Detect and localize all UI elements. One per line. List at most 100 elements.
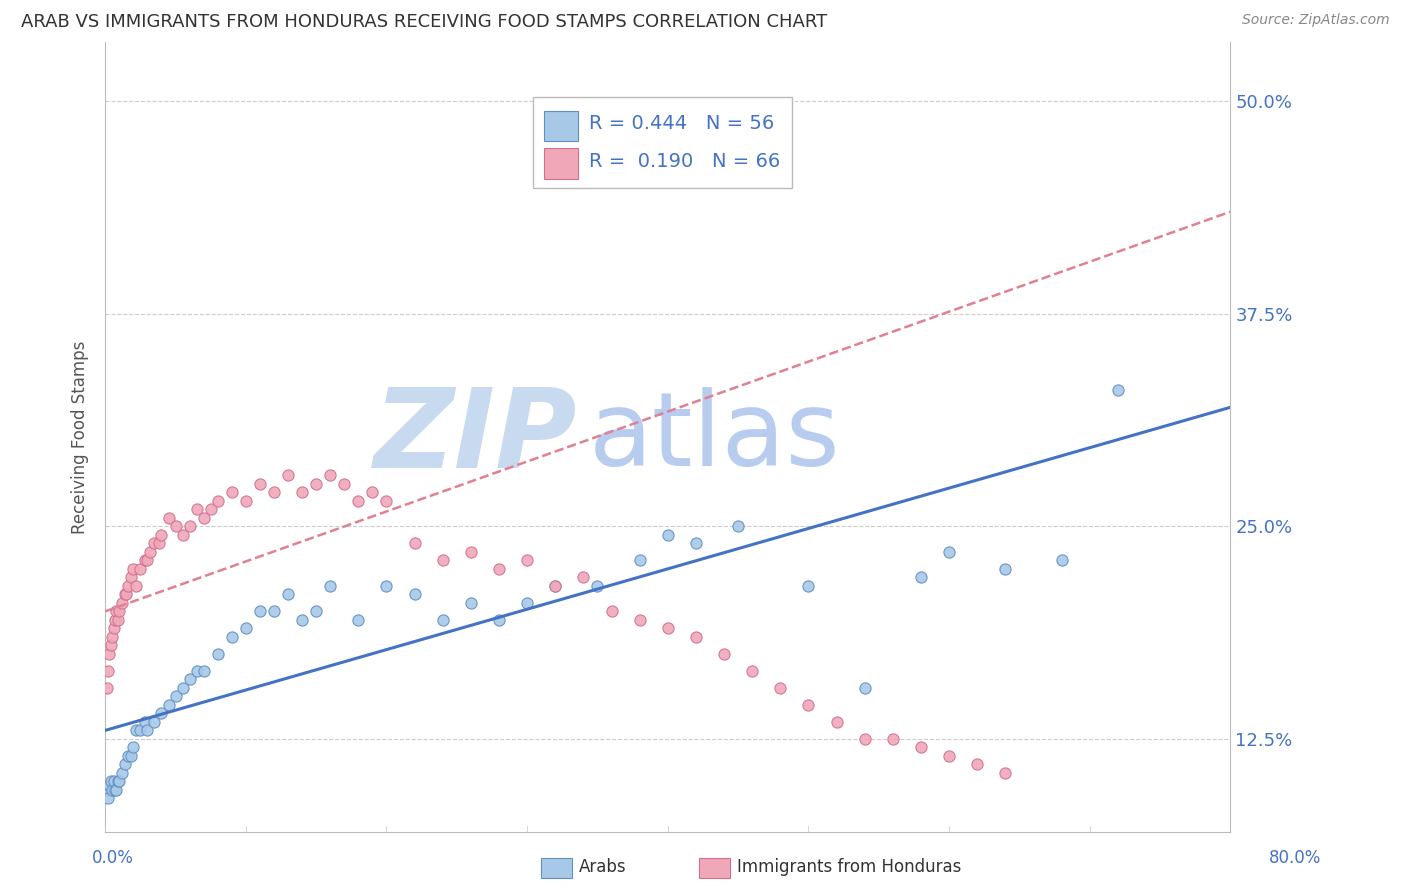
Point [741,664,763,678]
Point [157,698,180,712]
Point [488,562,510,576]
Point [129,562,152,576]
Point [101,630,124,644]
Point [713,647,735,661]
Point [108,604,131,618]
Point [319,579,342,593]
Point [938,748,960,763]
Point [966,757,988,772]
Point [544,579,567,593]
Point [994,765,1017,780]
Point [107,774,129,789]
Point [600,604,623,618]
FancyBboxPatch shape [533,97,792,188]
Point [129,723,152,738]
Point [134,553,156,567]
Point [120,570,142,584]
Point [263,604,285,618]
Point [150,528,173,542]
Point [432,613,454,627]
Point [98,647,121,661]
Point [97,791,120,805]
Point [179,673,201,687]
Point [305,604,328,618]
Point [100,774,122,789]
Point [96,681,118,695]
Point [657,621,679,635]
Point [108,774,131,789]
Point [150,706,173,721]
Text: 0.0%: 0.0% [91,849,134,867]
Point [1107,384,1129,398]
Point [111,596,134,610]
Point [179,519,201,533]
Text: Arabs: Arabs [579,858,627,876]
Point [628,613,651,627]
Point [488,613,510,627]
Point [186,502,208,516]
Point [460,596,482,610]
Point [235,493,257,508]
Point [249,604,271,618]
Bar [544,148,578,178]
Point [122,740,145,755]
Point [628,553,651,567]
Point [586,579,609,593]
Point [910,740,932,755]
Point [375,579,398,593]
Point [516,553,538,567]
Point [347,493,370,508]
Point [117,748,139,763]
Point [277,468,299,483]
Point [305,476,328,491]
Point [186,664,208,678]
Point [235,621,257,635]
Point [910,570,932,584]
Point [853,681,876,695]
Point [105,783,128,797]
Point [207,647,229,661]
Point [404,587,426,601]
Point [685,630,707,644]
Point [165,519,187,533]
Point [769,681,792,695]
Point [291,613,314,627]
Point [404,536,426,550]
Point [134,714,156,729]
Point [375,493,398,508]
Point [143,536,166,550]
Bar [544,111,578,141]
Point [122,562,145,576]
Point [98,778,121,792]
Point [165,690,187,704]
Point [193,511,215,525]
Point [200,502,222,516]
Point [432,553,454,567]
Text: ARAB VS IMMIGRANTS FROM HONDURAS RECEIVING FOOD STAMPS CORRELATION CHART: ARAB VS IMMIGRANTS FROM HONDURAS RECEIVI… [21,13,827,31]
Point [221,485,243,500]
Point [1050,553,1073,567]
Point [96,783,118,797]
Point [657,528,679,542]
Point [139,545,162,559]
Point [104,613,127,627]
Text: R = 0.444   N = 56: R = 0.444 N = 56 [589,113,775,133]
Text: R =  0.190   N = 66: R = 0.190 N = 66 [589,152,780,170]
Point [207,493,229,508]
Point [797,579,820,593]
Point [120,748,142,763]
Point [727,519,749,533]
Point [114,587,136,601]
Point [263,485,285,500]
Point [117,579,139,593]
Point [103,774,125,789]
Point [193,664,215,678]
Point [249,476,271,491]
Text: 80.0%: 80.0% [1270,849,1322,867]
Point [125,579,148,593]
Y-axis label: Receiving Food Stamps: Receiving Food Stamps [72,341,89,533]
Point [136,553,159,567]
Point [460,545,482,559]
Point [100,639,122,653]
Point [101,783,124,797]
